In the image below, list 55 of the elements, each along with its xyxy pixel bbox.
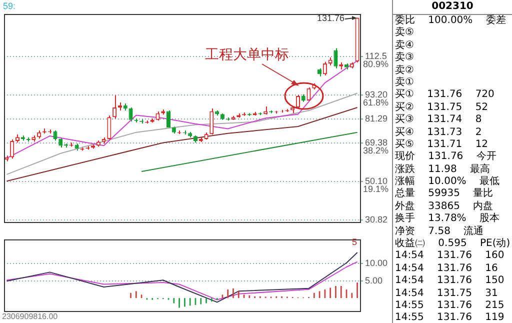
text: 总量 59935 量比 [395, 188, 494, 200]
y2-tick-label: 19.1% [363, 184, 389, 194]
text: 涨幅 10.00% 最低 [395, 176, 500, 188]
y-tick-label: 5.00 [365, 275, 383, 286]
candlestick [322, 61, 327, 76]
text: 外盘 33865 内盘 [395, 200, 494, 212]
candlestick [296, 94, 300, 108]
text: 净资 7.58 流通 [395, 226, 485, 238]
text: 涨跌 11.98 最高 [395, 164, 491, 176]
text: 买③ 131.74 8 [395, 114, 483, 127]
y2-tick-label: 80.9% [363, 58, 389, 69]
text: 买② 131.75 52 [395, 102, 490, 114]
candlestick [306, 86, 311, 102]
candlestick [107, 114, 112, 140]
annotation: 工程大单中标 [205, 46, 289, 62]
candlestick [128, 106, 133, 122]
text: 14:54 131.76 16 [395, 262, 499, 276]
y-tick-label: 81.29 [365, 113, 388, 124]
candlestick [156, 110, 160, 122]
y-tick-label: 93.20 [365, 90, 388, 100]
y-tick-label: 112.5 [365, 50, 387, 61]
text: 委比 100.00% 委差 [395, 15, 507, 26]
y-tick-label: 50.10 [365, 176, 388, 186]
text: 14:54 131.75 31 [395, 288, 499, 300]
candlestick [112, 94, 117, 119]
candlestick [166, 110, 171, 130]
text: 2306909816.00 [2, 312, 58, 321]
text: 收益㈡ 0.595 PE(动) [395, 238, 510, 250]
candlestick [58, 137, 63, 148]
candlestick [210, 108, 214, 136]
annotation: 131.76 [317, 13, 345, 23]
text: 买① 131.76 720 [395, 89, 496, 102]
text: 卖④ [395, 40, 415, 52]
text: 14:54 131.76 150 [395, 275, 506, 288]
text: 卖③ [395, 52, 415, 64]
y-tick-label: 69.38 [365, 137, 388, 148]
text: 买④ 131.73 2 [395, 126, 483, 139]
text: 14:55 131.76 215 [395, 300, 506, 312]
text: 现价 131.76 今开 [395, 151, 498, 164]
y-tick-label: 10.00 [365, 258, 388, 268]
text: 卖① [395, 76, 415, 89]
y2-tick-label: 61.8% [363, 98, 389, 108]
y2-tick-label: 38.2% [363, 145, 389, 156]
text: 59: [3, 1, 16, 11]
text: 卖⑤ [395, 27, 415, 40]
text: 买⑤ 131.71 12 [395, 138, 490, 151]
candlestick [334, 48, 338, 69]
text: 14:54 131.76 160 [395, 250, 506, 263]
candlestick [53, 130, 58, 142]
text: 14:55 131.76 119 [395, 312, 506, 323]
candlestick [10, 139, 14, 160]
text: 换手 13.78% 股本 [395, 213, 500, 226]
y-tick-label: 30.82 [365, 214, 388, 225]
text: 卖② [395, 64, 415, 76]
text: 002310 [393, 0, 512, 15]
